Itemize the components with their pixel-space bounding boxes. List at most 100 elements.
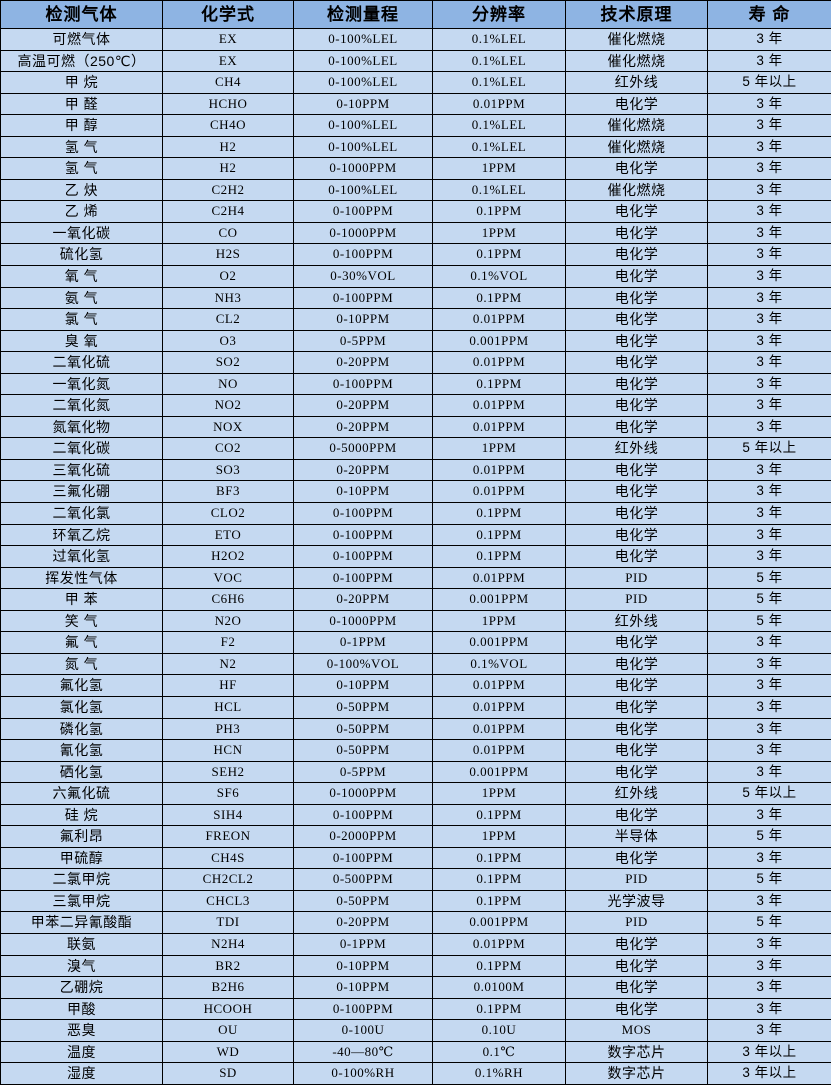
cell-principle: 电化学 (566, 395, 708, 417)
cell-resolution: 0.1%LEL (433, 179, 566, 201)
cell-resolution: 0.1PPM (433, 524, 566, 546)
cell-name: 乙 炔 (1, 179, 163, 201)
cell-life: 5 年以上 (708, 438, 831, 460)
cell-principle: 电化学 (566, 287, 708, 309)
cell-life: 3 年 (708, 740, 831, 762)
cell-range: 0-10PPM (294, 675, 433, 697)
cell-resolution: 0.1%LEL (433, 72, 566, 94)
cell-formula: ETO (163, 524, 294, 546)
cell-life: 3 年 (708, 1020, 831, 1042)
cell-life: 3 年 (708, 977, 831, 999)
cell-range: 0-10PPM (294, 481, 433, 503)
cell-name: 氟 气 (1, 632, 163, 654)
cell-life: 3 年以上 (708, 1063, 831, 1085)
cell-principle: 电化学 (566, 330, 708, 352)
cell-name: 乙硼烷 (1, 977, 163, 999)
cell-life: 3 年 (708, 29, 831, 51)
cell-principle: 数字芯片 (566, 1063, 708, 1085)
cell-resolution: 0.001PPM (433, 589, 566, 611)
cell-name: 甲苯二异氰酸酯 (1, 912, 163, 934)
cell-resolution: 0.1PPM (433, 244, 566, 266)
cell-formula: N2 (163, 653, 294, 675)
cell-range: -40—80℃ (294, 1041, 433, 1063)
cell-principle: 电化学 (566, 416, 708, 438)
cell-range: 0-100PPM (294, 503, 433, 525)
cell-formula: H2 (163, 136, 294, 158)
cell-formula: C2H2 (163, 179, 294, 201)
cell-principle: 红外线 (566, 610, 708, 632)
cell-formula: HCHO (163, 93, 294, 115)
cell-range: 0-100PPM (294, 201, 433, 223)
cell-range: 0-20PPM (294, 416, 433, 438)
cell-principle: 数字芯片 (566, 1041, 708, 1063)
cell-life: 3 年 (708, 158, 831, 180)
cell-principle: PID (566, 869, 708, 891)
cell-principle: 电化学 (566, 761, 708, 783)
cell-life: 3 年 (708, 93, 831, 115)
cell-name: 二氧化氮 (1, 395, 163, 417)
cell-name: 过氧化氢 (1, 546, 163, 568)
cell-resolution: 0.1PPM (433, 287, 566, 309)
cell-life: 3 年 (708, 546, 831, 568)
cell-life: 3 年 (708, 136, 831, 158)
cell-principle: 催化燃烧 (566, 29, 708, 51)
cell-formula: CH2CL2 (163, 869, 294, 891)
cell-formula: WD (163, 1041, 294, 1063)
cell-formula: PH3 (163, 718, 294, 740)
cell-life: 3 年 (708, 632, 831, 654)
cell-range: 0-100%LEL (294, 179, 433, 201)
cell-range: 0-50PPM (294, 740, 433, 762)
cell-life: 5 年 (708, 567, 831, 589)
cell-life: 5 年 (708, 610, 831, 632)
cell-name: 甲 醇 (1, 115, 163, 137)
cell-range: 0-20PPM (294, 395, 433, 417)
cell-resolution: 0.01PPM (433, 696, 566, 718)
cell-name: 笑 气 (1, 610, 163, 632)
cell-formula: SO2 (163, 352, 294, 374)
cell-resolution: 0.01PPM (433, 740, 566, 762)
cell-principle: 电化学 (566, 804, 708, 826)
cell-formula: NO (163, 373, 294, 395)
column-header-range: 检测量程 (294, 1, 433, 29)
cell-name: 挥发性气体 (1, 567, 163, 589)
cell-life: 3 年 (708, 201, 831, 223)
cell-resolution: 0.01PPM (433, 309, 566, 331)
cell-principle: 电化学 (566, 653, 708, 675)
cell-principle: PID (566, 589, 708, 611)
cell-range: 0-50PPM (294, 696, 433, 718)
cell-principle: 电化学 (566, 718, 708, 740)
cell-name: 二氧化氯 (1, 503, 163, 525)
cell-name: 氨 气 (1, 287, 163, 309)
cell-principle: 电化学 (566, 632, 708, 654)
cell-name: 甲 醛 (1, 93, 163, 115)
cell-name: 硅 烷 (1, 804, 163, 826)
cell-resolution: 1PPM (433, 438, 566, 460)
cell-principle: 电化学 (566, 201, 708, 223)
cell-range: 0-10PPM (294, 955, 433, 977)
cell-principle: 电化学 (566, 222, 708, 244)
cell-principle: 催化燃烧 (566, 179, 708, 201)
cell-life: 3 年 (708, 524, 831, 546)
cell-resolution: 0.01PPM (433, 933, 566, 955)
cell-principle: 红外线 (566, 438, 708, 460)
cell-range: 0-1000PPM (294, 610, 433, 632)
cell-resolution: 0.0100M (433, 977, 566, 999)
cell-range: 0-1PPM (294, 632, 433, 654)
cell-range: 0-1PPM (294, 933, 433, 955)
cell-principle: 电化学 (566, 266, 708, 288)
column-header-name: 检测气体 (1, 1, 163, 29)
cell-range: 0-100PPM (294, 244, 433, 266)
